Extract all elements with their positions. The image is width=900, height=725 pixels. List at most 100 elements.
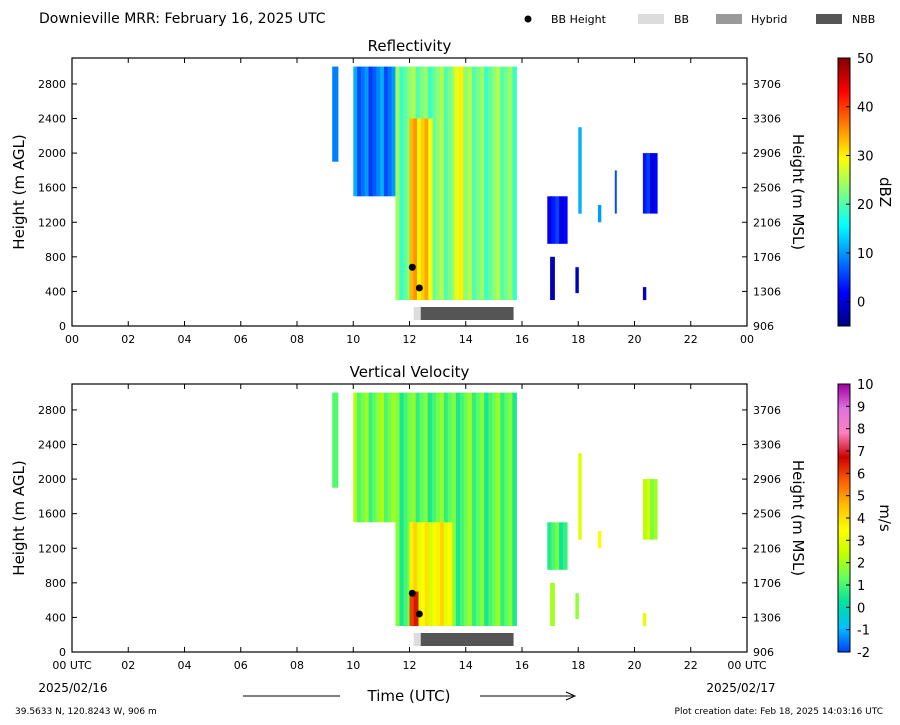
x-tick-label: 22 [684,659,698,672]
heatmap-cell [413,118,418,300]
colorbar-tick-label: -2 [857,646,870,661]
y-tick-label: 400 [45,611,66,624]
colorbar-label: m/s [876,504,894,532]
legend-bb-swatch [638,14,664,24]
x-axis-label: Time (UTC) [367,687,451,705]
heatmap-cell [451,66,457,300]
bb-height-point [408,589,416,597]
heatmap-cell [480,66,485,300]
heatmap-cell [472,66,477,300]
legend-hybrid-swatch [716,14,742,24]
y-tick-label: 400 [45,285,66,298]
heatmap-cell [423,392,429,626]
x-tick-label: 16 [515,659,529,672]
heatmap-cell [413,591,419,627]
heatmap-cell [360,392,366,523]
bb-height-point [408,263,416,271]
y2-tick-label: 2106 [753,216,781,229]
heatmap-cells [332,66,658,301]
bright-band-bar-nbb [420,633,514,646]
colorbar-tick-label: 10 [857,378,874,393]
heatmap-cell [411,392,417,626]
heatmap-cell [597,531,602,549]
y2-tick-label: 2506 [753,508,781,521]
heatmap-cell [424,522,430,626]
heatmap-cell [428,522,434,626]
colorbar-tick-label: 7 [857,445,865,460]
heatmap-cell [372,66,377,197]
heatmap-cell [597,205,602,223]
colorbar-tick-label: 0 [857,601,865,616]
heatmap-cell [383,392,389,523]
colorbar-tick-label: 20 [857,198,874,213]
heatmap-cell [353,392,358,523]
colorbar-tick-label: 5 [857,490,865,505]
heatmap-cell [332,66,339,162]
heatmap-cell [563,196,568,244]
heatmap-cell [551,522,556,570]
y2-tick-label: 3706 [753,78,781,91]
y-tick-label: 1600 [38,508,66,521]
heatmap-cell [391,66,396,197]
colorbar-tick-label: 2 [857,557,865,572]
heatmap-cell [419,392,425,626]
heatmap-cell [578,453,582,540]
heatmap-cell [555,196,560,244]
y2-tick-label: 2106 [753,542,781,555]
y2-tick-label: 2506 [753,182,781,195]
y-axis-label: Height (m AGL) [10,460,28,575]
heatmap-cell [484,66,489,300]
heatmap-cell [428,118,433,300]
heatmap-cell [332,392,339,488]
y-tick-label: 1200 [38,216,66,229]
heatmap-cell [420,118,426,300]
heatmap-cell [364,392,370,523]
y-tick-label: 800 [45,251,66,264]
heatmap-cell [492,66,497,300]
heatmap-cell [439,392,445,626]
heatmap-cell [431,392,437,626]
heatmap-cell [508,66,513,300]
y-tick-label: 2000 [38,147,66,160]
heatmap-cell [512,392,517,626]
heatmap-cell [504,66,509,300]
colorbar-tick-label: 40 [857,101,874,116]
heatmap-cell [364,66,370,197]
heatmap-cell [444,522,449,626]
colorbar-tick-label: 0 [857,296,865,311]
heatmap-cell [387,66,393,197]
heatmap-cell [415,392,421,626]
heatmap-cell [368,392,373,523]
colorbar-tick-label: 30 [857,149,874,164]
colorbar [837,57,851,327]
y-tick-label: 1200 [38,542,66,555]
x-tick-label: 20 [628,659,642,672]
colorbar-tick-label: 6 [857,467,865,482]
x-tick-label: 10 [346,659,360,672]
y2-tick-label: 3306 [753,113,781,126]
heatmap-cell [555,522,560,570]
heatmap-cell [464,66,469,300]
heatmap-cell [424,118,429,300]
heatmap-cells [332,392,658,627]
y-tick-label: 2400 [38,113,66,126]
heatmap-cell [642,153,647,214]
creation-date-text: Plot creation date: Feb 18, 2025 14:03:1… [675,707,883,717]
heatmap-cell [563,522,568,570]
heatmap-cell [459,392,465,626]
x-tick-label: 02 [121,659,135,672]
bright-band-bar-bb [413,633,421,646]
heatmap-cell [443,66,449,300]
y-tick-label: 2400 [38,439,66,452]
end-date-label: 2025/02/17 [706,681,775,695]
colorbar-tick-label: 9 [857,400,865,415]
heatmap-cell [451,392,457,626]
heatmap-cell [357,392,362,523]
colorbar-tick-label: 3 [857,534,865,549]
heatmap-cell [508,392,513,626]
heatmap-cell [383,66,389,197]
y-tick-label: 2000 [38,473,66,486]
x-tick-label: 08 [290,659,304,672]
